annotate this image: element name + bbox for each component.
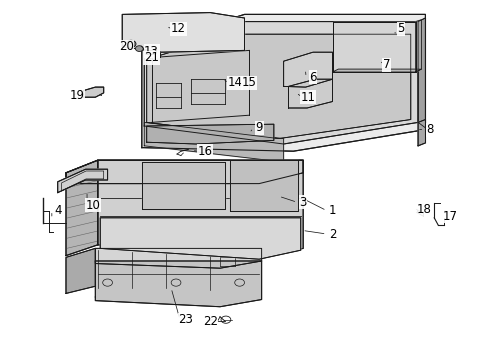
Text: 17: 17 [442, 210, 456, 222]
Text: 7: 7 [382, 58, 389, 71]
Polygon shape [100, 218, 300, 259]
Polygon shape [95, 261, 261, 307]
Polygon shape [98, 160, 303, 257]
Text: 1: 1 [328, 204, 336, 217]
Text: 20: 20 [119, 40, 133, 53]
Text: 9: 9 [255, 121, 263, 134]
Polygon shape [332, 22, 415, 72]
Polygon shape [146, 34, 410, 139]
Polygon shape [142, 162, 224, 209]
Polygon shape [83, 87, 103, 97]
Text: 19: 19 [70, 89, 84, 102]
Polygon shape [415, 20, 421, 72]
Text: 3: 3 [299, 196, 306, 209]
Circle shape [126, 40, 136, 48]
Polygon shape [95, 248, 261, 268]
Text: 12: 12 [171, 22, 185, 35]
Text: 13: 13 [144, 45, 159, 58]
Polygon shape [144, 122, 283, 162]
Polygon shape [66, 160, 303, 184]
Text: 15: 15 [242, 76, 256, 89]
Text: 8: 8 [426, 123, 433, 136]
Text: 2: 2 [328, 228, 336, 240]
Circle shape [135, 46, 143, 51]
Text: 10: 10 [85, 199, 100, 212]
Polygon shape [66, 160, 98, 256]
Text: 6: 6 [308, 71, 316, 84]
Polygon shape [288, 79, 332, 108]
Text: 21: 21 [144, 51, 159, 64]
Polygon shape [58, 169, 107, 193]
Text: 16: 16 [198, 145, 212, 158]
Polygon shape [122, 13, 244, 52]
Polygon shape [146, 124, 273, 144]
Text: 18: 18 [416, 203, 431, 216]
Polygon shape [417, 120, 425, 146]
Text: 5: 5 [396, 22, 404, 35]
Text: 14: 14 [227, 76, 242, 89]
Text: 11: 11 [300, 91, 315, 104]
Polygon shape [229, 160, 298, 211]
Text: 23: 23 [178, 313, 193, 326]
Polygon shape [66, 248, 95, 293]
Polygon shape [142, 14, 425, 151]
Text: 22: 22 [203, 315, 217, 328]
Polygon shape [417, 18, 425, 128]
Text: 4: 4 [54, 204, 61, 217]
Polygon shape [332, 69, 421, 72]
Polygon shape [144, 22, 417, 144]
Polygon shape [283, 52, 332, 87]
